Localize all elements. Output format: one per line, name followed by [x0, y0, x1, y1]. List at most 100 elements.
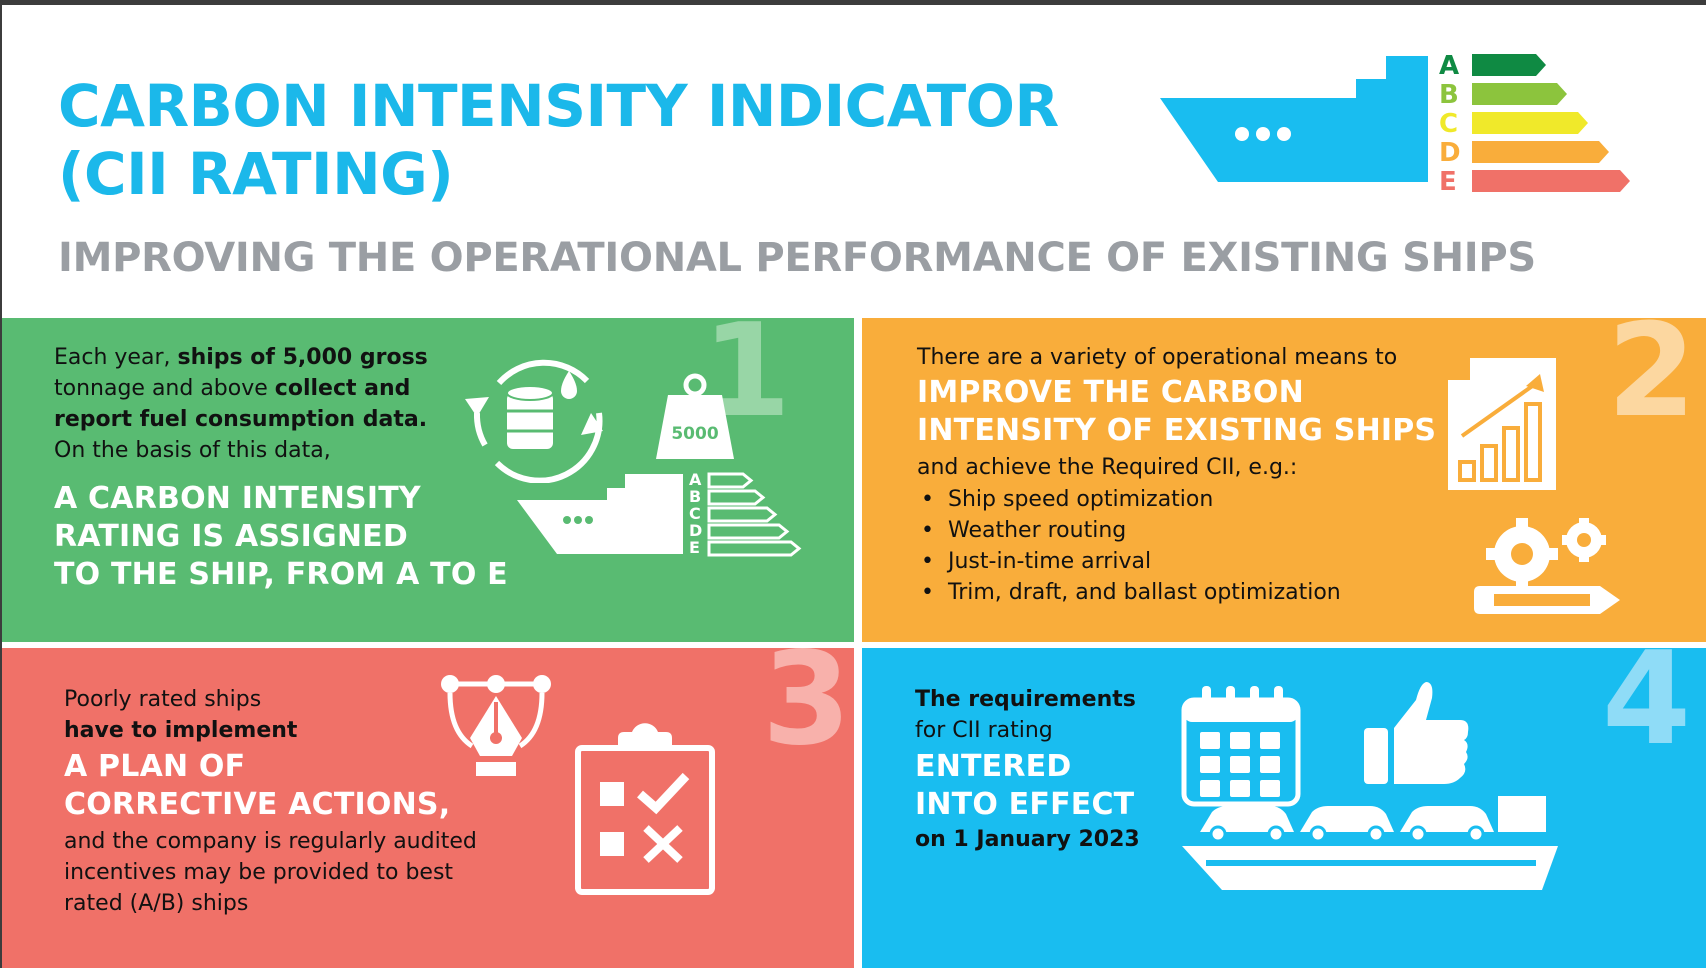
- panel2-after: and achieve the Required CII, e.g.:: [917, 455, 1298, 480]
- panel3-after-2: incentives may be provided to best: [64, 860, 454, 885]
- rating-letter-a: A: [1439, 52, 1459, 81]
- title-line-1: CARBON INTENSITY INDICATOR: [58, 72, 1059, 140]
- panel1-line-2: tonnage and above collect and: [54, 373, 444, 404]
- rating-letter-c: C: [1439, 109, 1458, 139]
- panel1-highlight-3: TO THE SHIP, FROM A TO E: [54, 557, 508, 592]
- panel3-after: and the company is regularly audited inc…: [64, 826, 534, 919]
- rating-bar-e: [1472, 170, 1630, 192]
- weight-label: 5000: [671, 424, 718, 444]
- panel3-intro: Poorly rated ships have to implement: [64, 684, 534, 746]
- panel4-line-1: The requirements: [915, 684, 1175, 715]
- bullet-item: Ship speed optimization: [917, 484, 1437, 515]
- panel1-line1-pre: Each year,: [54, 345, 178, 370]
- panel1-line2-bold: collect and: [274, 376, 411, 401]
- panel-number-2: 2: [1607, 318, 1697, 446]
- panel-number-3: 3: [762, 648, 852, 774]
- panel2-intro: There are a variety of operational means…: [917, 345, 1398, 370]
- panel1-line3-bold: report fuel consumption data.: [54, 407, 428, 432]
- rating-letter-b: B: [1439, 80, 1459, 110]
- panel3-after-3: rated (A/B) ships: [64, 891, 249, 916]
- panel4-intro: The requirements for CII rating: [915, 684, 1175, 746]
- panel-operational-means: 2 There are a variety of operational mea…: [862, 318, 1706, 642]
- panel-fuel-data: 1 Each year, ships of 5,000 gross tonnag…: [2, 318, 854, 642]
- panel4-line1-bold: The requirements: [915, 687, 1136, 712]
- panel1-text: Each year, ships of 5,000 gross tonnage …: [54, 342, 444, 466]
- thumbs-up-icon: [1364, 682, 1469, 784]
- growth-chart-document-icon: [1448, 358, 1556, 490]
- title-line-2: (CII RATING): [58, 140, 454, 208]
- rating-bar-d: [707, 523, 790, 540]
- hero-porthole-3: [1277, 127, 1291, 141]
- rating-bar-c: [707, 506, 778, 523]
- panel3-highlight-2: CORRECTIVE ACTIONS,: [64, 787, 451, 822]
- gears-pencil-icon: [1474, 518, 1620, 614]
- panel3-line-1: Poorly rated ships: [64, 687, 262, 712]
- panel2-highlight-1: IMPROVE THE CARBON: [917, 375, 1304, 410]
- bullet-item: Weather routing: [917, 515, 1437, 546]
- rating-bar-a: [707, 472, 754, 489]
- car-icon-3: [1400, 806, 1494, 843]
- rating-bar-a: [1472, 54, 1546, 76]
- panel3-line-2: have to implement: [64, 715, 534, 746]
- hero-porthole-1: [1235, 127, 1249, 141]
- car-carrier-ship-icon: [1182, 796, 1558, 890]
- page-subtitle: IMPROVING THE OPERATIONAL PERFORMANCE OF…: [58, 235, 1536, 281]
- panel2-bullet-list: Ship speed optimization Weather routing …: [917, 484, 1437, 608]
- panel4-date: on 1 January 2023: [915, 824, 1175, 855]
- panel4-highlight: ENTERED INTO EFFECT: [915, 748, 1175, 824]
- left-border: [0, 0, 2, 968]
- panel1-line-1: Each year, ships of 5,000 gross: [54, 342, 444, 373]
- rating-letter-c: C: [689, 504, 701, 523]
- rating-letter-a: A: [689, 470, 702, 489]
- rating-bar-b: [1472, 83, 1567, 105]
- rating-letter-e: E: [689, 538, 700, 557]
- bullet-item: Just-in-time arrival: [917, 546, 1437, 577]
- page-title: CARBON INTENSITY INDICATOR (CII RATING): [58, 72, 1059, 208]
- clipboard-checklist-icon: [575, 723, 715, 895]
- panel1-line1-bold: ships of 5,000 gross: [177, 345, 428, 370]
- panel-number-4: 4: [1602, 648, 1692, 774]
- rating-letter-d: D: [689, 521, 702, 540]
- fuel-barrel-cycle-icon: [465, 359, 603, 483]
- top-border: [0, 0, 1706, 5]
- rating-bar-b: [707, 489, 766, 506]
- panel1-highlight: A CARBON INTENSITY RATING IS ASSIGNED TO…: [54, 480, 514, 594]
- pen-tool-icon: [441, 675, 551, 776]
- rating-letter-d: D: [1439, 138, 1461, 168]
- panel2-highlight-2: INTENSITY OF EXISTING SHIPS: [917, 413, 1437, 448]
- calendar-icon: [1181, 686, 1301, 807]
- rating-bar-e: [707, 540, 802, 557]
- car-icon-2: [1300, 806, 1394, 843]
- hero-porthole-2: [1256, 127, 1270, 141]
- hero-ship-icon: [1160, 56, 1428, 182]
- panel3-after-1: and the company is regularly audited: [64, 829, 477, 854]
- rating-letter-b: B: [689, 487, 701, 506]
- panel4-highlight-2: INTO EFFECT: [915, 787, 1135, 822]
- rating-letter-e: E: [1439, 167, 1457, 197]
- cargo-box-icon: [1498, 796, 1546, 832]
- panel2-highlight: IMPROVE THE CARBON INTENSITY OF EXISTING…: [917, 374, 1437, 450]
- panel1-highlight-1: A CARBON INTENSITY: [54, 481, 421, 516]
- panel1-line-4: On the basis of this data,: [54, 438, 331, 463]
- panel4-date-bold: on 1 January 2023: [915, 827, 1140, 852]
- car-icons: [1200, 806, 1494, 843]
- rating-bar-d: [1472, 141, 1609, 163]
- panel3-line2-bold: have to implement: [64, 718, 298, 743]
- panel4-line-2: for CII rating: [915, 718, 1053, 743]
- panel4-highlight-1: ENTERED: [915, 749, 1072, 784]
- panel3-highlight-1: A PLAN OF: [64, 749, 246, 784]
- panel3-highlight: A PLAN OF CORRECTIVE ACTIONS,: [64, 748, 534, 824]
- car-icon-1: [1200, 806, 1294, 843]
- panel1-line-3: report fuel consumption data.: [54, 404, 444, 435]
- bullet-item: Trim, draft, and ballast optimization: [917, 577, 1437, 608]
- panel-entered-into-effect: 4 The requirements for CII rating ENTERE…: [862, 648, 1706, 968]
- panel1-line2-pre: tonnage and above: [54, 376, 275, 401]
- panel-corrective-actions: 3 Poorly rated ships have to implement A…: [2, 648, 854, 968]
- panel1-highlight-2: RATING IS ASSIGNED: [54, 519, 408, 554]
- weight-icon: 5000: [656, 373, 734, 459]
- rating-bar-c: [1472, 112, 1588, 134]
